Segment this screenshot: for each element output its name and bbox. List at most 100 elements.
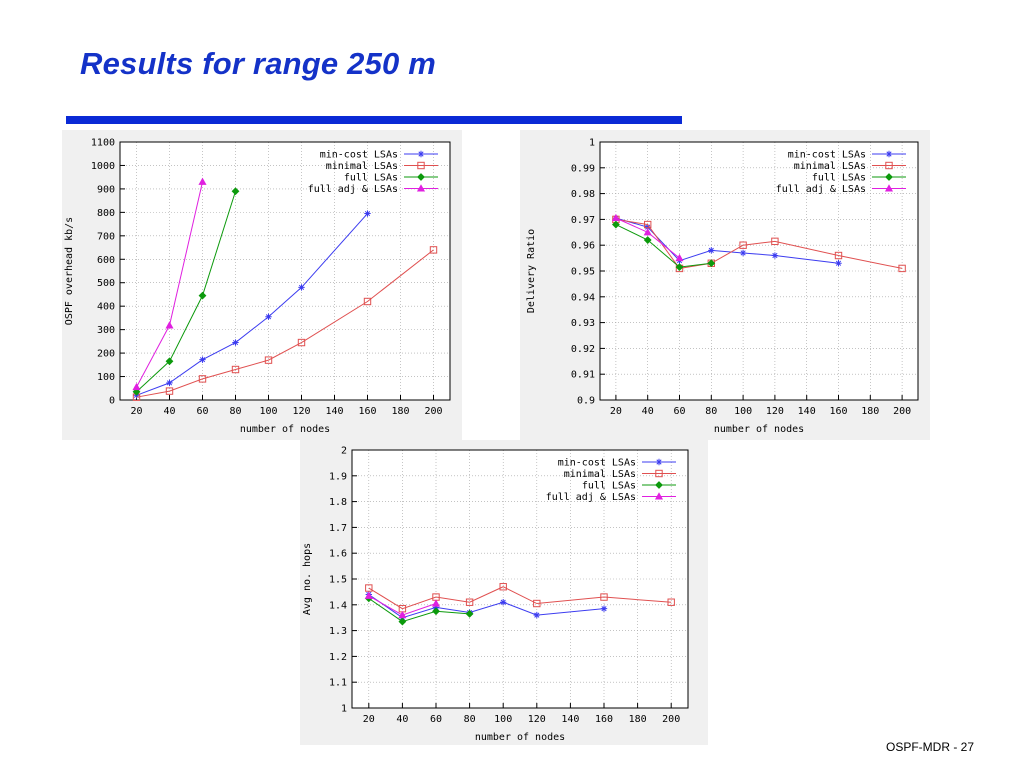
- data-point: [675, 263, 684, 272]
- legend-label: full adj & LSAs: [308, 184, 398, 195]
- legend-label: minimal LSAs: [564, 469, 636, 480]
- legend-marker: [655, 469, 663, 478]
- data-point: [165, 321, 174, 329]
- x-tick-label: 40: [642, 406, 654, 417]
- x-tick-label: 200: [424, 406, 442, 417]
- data-point: [198, 177, 207, 185]
- x-tick-label: 180: [629, 714, 647, 725]
- legend-marker: [884, 184, 894, 192]
- data-point: [166, 379, 173, 387]
- plot-frame: [119, 141, 451, 401]
- y-tick-label: 1.4: [329, 600, 347, 611]
- data-point: [398, 617, 407, 626]
- x-tick-label: 40: [163, 406, 175, 417]
- x-axis-label: number of nodes: [714, 424, 804, 435]
- x-tick-label: 140: [561, 714, 579, 725]
- y-tick-label: 300: [97, 325, 115, 336]
- slide-footer: OSPF-MDR - 27: [885, 740, 974, 754]
- x-tick-label: 160: [595, 714, 613, 725]
- series-min-cost-lsas: [133, 210, 371, 399]
- x-tick-label: 60: [196, 406, 208, 417]
- legend-label: minimal LSAs: [326, 161, 398, 172]
- x-tick-label: 80: [229, 406, 241, 417]
- y-tick-label: 0.96: [571, 241, 595, 252]
- legend-label: full adj & LSAs: [546, 492, 636, 503]
- chart-hops-panel: 20 40 60 80 100 120 140 160 180 200 1 1.1 1.2 1.3 1.4 1…: [300, 440, 708, 745]
- series-line: [615, 218, 903, 269]
- data-point: [231, 187, 240, 196]
- data-point: [675, 253, 684, 262]
- data-point: [132, 382, 141, 391]
- legend-marker: [417, 173, 425, 181]
- y-tick-label: 1.9: [329, 471, 347, 482]
- series-line: [136, 191, 236, 393]
- y-tick-label: 0.94: [571, 292, 595, 303]
- data-point: [533, 611, 540, 619]
- data-point: [533, 599, 541, 608]
- x-tick-label: 200: [893, 406, 911, 417]
- y-tick-label: 600: [97, 255, 115, 266]
- legend-marker: [885, 161, 893, 170]
- y-tick-label: 200: [97, 349, 115, 360]
- series-minimal-lsas: [132, 246, 438, 401]
- data-point: [165, 387, 174, 395]
- x-tick-label: 100: [259, 406, 277, 417]
- x-tick-label: 180: [861, 406, 879, 417]
- data-point: [365, 584, 373, 592]
- y-tick-label: 700: [97, 231, 115, 242]
- x-tick-label: 20: [610, 406, 622, 417]
- y-tick-label: 1.5: [329, 575, 347, 586]
- legend-marker: [417, 161, 425, 170]
- y-tick-label: 800: [97, 208, 115, 219]
- y-axis-label: Delivery Ratio: [526, 229, 537, 313]
- data-point: [431, 599, 441, 607]
- series-min-cost-lsas: [612, 214, 842, 267]
- data-point: [643, 236, 652, 244]
- legend-marker: [655, 458, 663, 466]
- y-tick-label: 0.95: [571, 267, 595, 278]
- data-point: [132, 387, 141, 396]
- x-tick-label: 180: [391, 406, 409, 417]
- x-tick-label: 20: [363, 714, 375, 725]
- data-point: [834, 251, 843, 260]
- y-tick-label: 1: [341, 704, 347, 715]
- series-line: [615, 224, 712, 268]
- data-point: [667, 598, 675, 606]
- data-point: [199, 356, 206, 363]
- data-point: [265, 313, 272, 320]
- x-tick-label: 160: [358, 406, 376, 417]
- data-point: [644, 223, 651, 231]
- legend-label: full LSAs: [812, 173, 866, 184]
- x-tick-label: 80: [705, 406, 717, 417]
- legend-label: min-cost LSAs: [788, 150, 866, 161]
- plot-area: [120, 142, 450, 400]
- legend-marker: [417, 150, 425, 158]
- chart-delivery-panel: 20 40 60 80 100 120 140 160 180 200 0.9 0.91 0.92 0.9…: [520, 130, 930, 440]
- legend-label: full LSAs: [344, 173, 398, 184]
- y-tick-label: 1.7: [329, 523, 347, 534]
- data-point: [264, 356, 273, 364]
- data-point: [611, 220, 620, 229]
- y-tick-label: 1: [589, 138, 595, 149]
- data-point: [771, 237, 779, 246]
- series-line: [368, 597, 470, 623]
- x-tick-label: 120: [766, 406, 784, 417]
- x-tick-label: 60: [673, 406, 685, 417]
- data-point: [739, 241, 747, 249]
- data-point: [432, 607, 440, 616]
- y-tick-label: 0.99: [571, 163, 595, 174]
- series-full-lsas: [611, 220, 716, 272]
- y-tick-label: 900: [97, 184, 115, 195]
- x-tick-label: 120: [292, 406, 310, 417]
- data-point: [644, 220, 652, 229]
- y-tick-label: 1.2: [329, 652, 347, 663]
- data-point: [165, 357, 174, 366]
- legend-marker: [416, 184, 426, 192]
- series-full-adj-lsas: [132, 177, 207, 391]
- y-tick-label: 2: [341, 446, 347, 457]
- y-tick-label: 0.97: [571, 215, 595, 226]
- chart-delivery-ratio: 20 40 60 80 100 120 140 160 180 200 0.9 0.91 0.92 0.9…: [526, 138, 919, 435]
- data-point: [708, 247, 715, 254]
- data-point: [739, 249, 747, 257]
- x-axis-label: number of nodes: [240, 424, 330, 435]
